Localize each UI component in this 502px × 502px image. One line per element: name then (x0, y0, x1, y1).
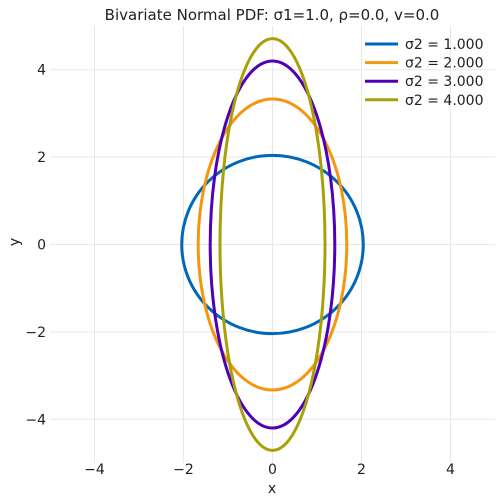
y-axis-label: y (7, 238, 23, 246)
series-layer (180, 37, 365, 452)
y-tick-label: 0 (37, 238, 46, 254)
chart-title: Bivariate Normal PDF: σ1=1.0, ρ=0.0, v=0… (105, 6, 440, 24)
grid (50, 26, 495, 463)
x-axis-label: x (268, 481, 276, 497)
legend-label: σ2 = 3.000 (405, 74, 484, 90)
contour-series-line (196, 97, 349, 392)
x-tick-label: −2 (173, 462, 194, 478)
contour-series-line (180, 153, 365, 336)
y-tick-label: 2 (37, 150, 46, 166)
tick-labels: −4 −2 0 2 4 −4 −2 0 2 4 (25, 63, 455, 478)
x-tick-label: 2 (357, 462, 366, 478)
legend-label: σ2 = 4.000 (405, 93, 484, 109)
x-tick-label: 4 (446, 462, 455, 478)
legend: σ2 = 1.000 σ2 = 2.000 σ2 = 3.000 σ2 = 4.000 (365, 37, 484, 109)
y-tick-label: −4 (25, 412, 46, 428)
x-tick-label: −4 (84, 462, 105, 478)
contour-series-line (218, 37, 327, 452)
contour-series-line (208, 59, 337, 430)
legend-label: σ2 = 2.000 (405, 56, 484, 72)
legend-label: σ2 = 1.000 (405, 37, 484, 53)
x-tick-label: 0 (268, 462, 277, 478)
y-tick-label: −2 (25, 325, 46, 341)
y-tick-label: 4 (37, 63, 46, 79)
